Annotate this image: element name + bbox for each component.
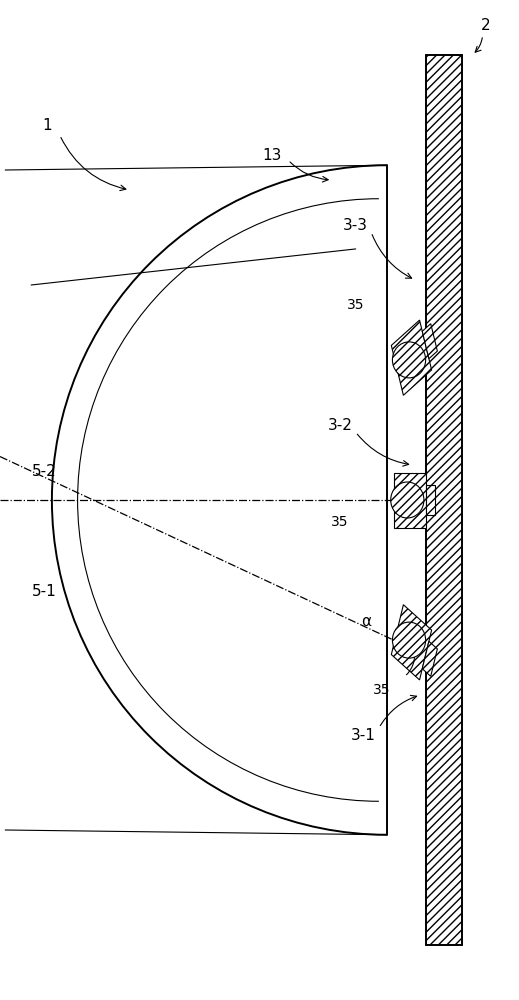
Text: 35: 35 (331, 515, 349, 529)
Polygon shape (391, 320, 432, 395)
Ellipse shape (391, 482, 424, 518)
Bar (426, 55, 462, 945)
Text: 3-2: 3-2 (327, 418, 352, 432)
Text: 35: 35 (373, 683, 390, 697)
Ellipse shape (392, 622, 426, 658)
Polygon shape (391, 605, 432, 680)
Ellipse shape (392, 342, 426, 378)
Text: 3-3: 3-3 (343, 218, 368, 232)
Polygon shape (426, 485, 435, 515)
Text: 5-2: 5-2 (32, 464, 57, 480)
Text: α: α (361, 614, 371, 630)
Polygon shape (422, 641, 438, 676)
Text: 5-1: 5-1 (32, 584, 57, 599)
Bar (426, 55, 462, 945)
Polygon shape (394, 473, 426, 528)
Text: 2: 2 (481, 17, 490, 32)
Text: 35: 35 (347, 298, 364, 312)
Polygon shape (422, 324, 438, 359)
Text: 3-1: 3-1 (351, 728, 376, 742)
Text: 13: 13 (263, 147, 282, 162)
Text: 1: 1 (42, 117, 51, 132)
